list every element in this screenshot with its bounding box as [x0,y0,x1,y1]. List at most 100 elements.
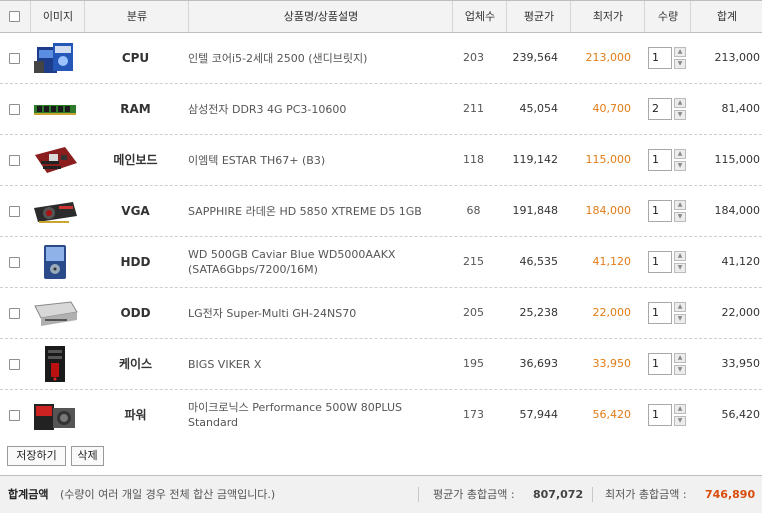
row-low-price: 213,000 [585,51,632,64]
row-low-price: 115,000 [585,153,632,166]
row-checkbox[interactable] [9,308,20,319]
row-category: HDD [120,255,151,269]
row-product-name[interactable]: 인텔 코어i5-2세대 2500 (샌디브릿지) [188,33,450,83]
quantity-stepper[interactable]: ▲ ▼ [674,200,686,222]
row-category: VGA [121,204,150,218]
optical-drive-icon[interactable] [31,294,79,332]
row-total: 115,000 [714,153,761,166]
quantity-input[interactable]: 1 [648,200,672,222]
row-sellers: 215 [463,255,484,268]
row-checkbox[interactable] [9,53,20,64]
row-product-name[interactable]: BIGS VIKER X [188,339,450,389]
row-product-name[interactable]: 삼성전자 DDR3 4G PC3-10600 [188,84,450,134]
quantity-input[interactable]: 2 [648,98,672,120]
row-product-name[interactable]: WD 500GB Caviar Blue WD5000AAKX (SATA6Gb… [188,237,450,287]
row-product-name[interactable]: 이엠텍 ESTAR TH67+ (B3) [188,135,450,185]
quantity-input[interactable]: 1 [648,302,672,324]
decrement-icon[interactable]: ▼ [674,263,686,273]
increment-icon[interactable]: ▲ [674,353,686,363]
quantity-stepper[interactable]: ▲ ▼ [674,251,686,273]
quantity-stepper[interactable]: ▲ ▼ [674,302,686,324]
row-sellers: 203 [463,51,484,64]
header-quantity: 수량 [644,1,691,32]
row-total: 41,120 [721,255,761,268]
quantity-input[interactable]: 1 [648,47,672,69]
save-button[interactable]: 저장하기 [7,446,66,466]
increment-icon[interactable]: ▲ [674,200,686,210]
row-low-price: 184,000 [585,204,632,217]
row-total: 213,000 [714,51,761,64]
increment-icon[interactable]: ▲ [674,404,686,414]
increment-icon[interactable]: ▲ [674,47,686,57]
row-avg-price: 25,238 [519,306,559,319]
motherboard-icon[interactable] [31,141,79,179]
header-sellers: 업체수 [452,1,507,32]
row-product-name[interactable]: LG전자 Super-Multi GH-24NS70 [188,288,450,338]
table-row: 파워 마이크로닉스 Performance 500W 80PLUS Standar… [0,390,762,441]
row-checkbox[interactable] [9,155,20,166]
decrement-icon[interactable]: ▼ [674,110,686,120]
row-avg-price: 36,693 [519,357,559,370]
row-category: CPU [121,51,150,65]
product-name-text[interactable]: 마이크로닉스 Performance 500W 80PLUS Standard [188,401,403,429]
decrement-icon[interactable]: ▼ [674,161,686,171]
decrement-icon[interactable]: ▼ [674,416,686,426]
decrement-icon[interactable]: ▼ [674,314,686,324]
row-category: 케이스 [118,357,153,371]
row-avg-price: 239,564 [512,51,559,64]
quantity-input[interactable]: 1 [648,404,672,426]
graphics-card-icon[interactable] [31,192,79,230]
cpu-box-icon[interactable] [31,39,79,77]
row-checkbox[interactable] [9,410,20,421]
product-name-text[interactable]: LG전자 Super-Multi GH-24NS70 [188,306,357,320]
increment-icon[interactable]: ▲ [674,98,686,108]
total-label: 합계금액 [8,488,49,501]
total-note: (수량이 여러 개일 경우 전체 합산 금액입니다.) [60,488,276,501]
row-total: 33,950 [721,357,761,370]
row-checkbox[interactable] [9,359,20,370]
hard-drive-icon[interactable] [31,243,79,281]
power-supply-icon[interactable] [31,396,79,434]
row-checkbox[interactable] [9,206,20,217]
row-low-price: 33,950 [592,357,632,370]
increment-icon[interactable]: ▲ [674,251,686,261]
row-sellers: 211 [463,102,484,115]
row-avg-price: 119,142 [512,153,559,166]
quantity-stepper[interactable]: ▲ ▼ [674,149,686,171]
product-name-text[interactable]: BIGS VIKER X [188,357,262,371]
product-name-text[interactable]: 삼성전자 DDR3 4G PC3-10600 [188,102,347,116]
quantity-stepper[interactable]: ▲ ▼ [674,98,686,120]
row-checkbox[interactable] [9,104,20,115]
row-total: 56,420 [721,408,761,421]
header-image: 이미지 [30,1,85,32]
ram-stick-icon[interactable] [31,90,79,128]
row-checkbox[interactable] [9,257,20,268]
quantity-stepper[interactable]: ▲ ▼ [674,47,686,69]
quantity-input[interactable]: 1 [648,353,672,375]
product-name-text[interactable]: 이엠텍 ESTAR TH67+ (B3) [188,153,326,167]
product-name-text[interactable]: SAPPHIRE 라데온 HD 5850 XTREME D5 1GB [188,204,422,218]
product-name-text[interactable]: WD 500GB Caviar Blue WD5000AAKX (SATA6Gb… [188,248,396,276]
quantity-stepper[interactable]: ▲ ▼ [674,404,686,426]
quantity-stepper[interactable]: ▲ ▼ [674,353,686,375]
row-avg-price: 57,944 [519,408,559,421]
row-low-price: 56,420 [592,408,632,421]
quantity-input[interactable]: 1 [648,149,672,171]
row-product-name[interactable]: SAPPHIRE 라데온 HD 5850 XTREME D5 1GB [188,186,450,236]
delete-button[interactable]: 삭제 [71,446,104,466]
increment-icon[interactable]: ▲ [674,149,686,159]
increment-icon[interactable]: ▲ [674,302,686,312]
product-name-text[interactable]: 인텔 코어i5-2세대 2500 (샌디브릿지) [188,51,368,65]
row-product-name[interactable]: 마이크로닉스 Performance 500W 80PLUS Standard [188,390,450,440]
row-low-price: 22,000 [592,306,632,319]
decrement-icon[interactable]: ▼ [674,365,686,375]
decrement-icon[interactable]: ▼ [674,59,686,69]
pc-case-icon[interactable] [31,345,79,383]
quantity-input[interactable]: 1 [648,251,672,273]
decrement-icon[interactable]: ▼ [674,212,686,222]
header-product: 상품명/상품설명 [188,1,453,32]
select-all-checkbox[interactable] [9,11,20,22]
row-total: 81,400 [721,102,761,115]
header-select-cell [0,1,30,32]
row-category: ODD [120,306,151,320]
